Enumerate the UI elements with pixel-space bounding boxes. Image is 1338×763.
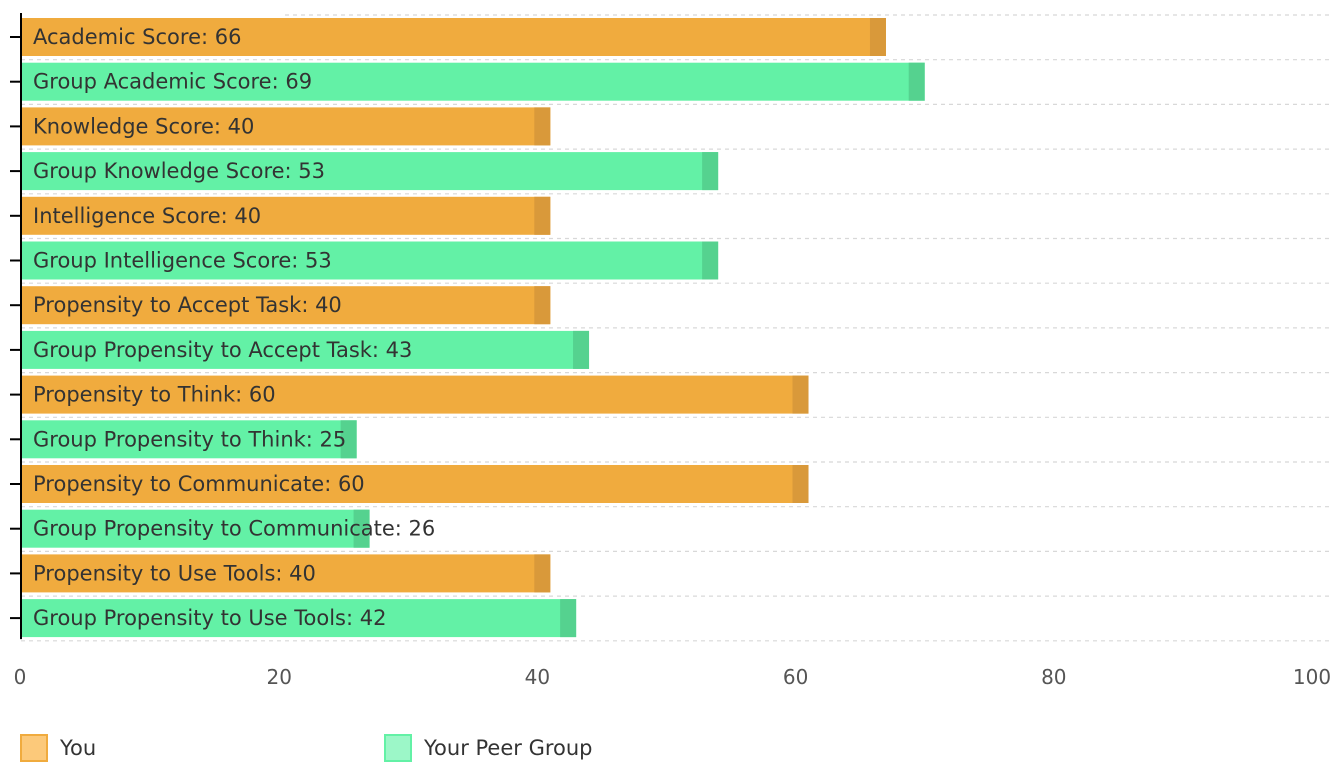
bar-end-cap xyxy=(534,196,551,235)
bar-label: Group Knowledge Score: 53 xyxy=(33,159,325,183)
bar xyxy=(21,330,590,369)
bar-label: Group Intelligence Score: 53 xyxy=(33,249,332,273)
bar-label: Group Propensity to Use Tools: 42 xyxy=(33,606,386,630)
bar xyxy=(21,18,886,56)
bar xyxy=(21,62,925,101)
bar-label: Propensity to Think: 60 xyxy=(33,383,276,407)
bar-label: Group Academic Score: 69 xyxy=(33,70,312,94)
bar-end-cap xyxy=(534,107,551,146)
bar xyxy=(21,599,577,638)
bar xyxy=(21,286,551,325)
x-tick-label: 0 xyxy=(14,665,27,689)
bar-end-cap xyxy=(340,420,357,459)
bar-label: Propensity to Use Tools: 40 xyxy=(33,561,316,585)
bar-end-cap xyxy=(792,375,809,414)
x-tick-label: 20 xyxy=(266,665,291,689)
x-tick-label: 60 xyxy=(783,665,808,689)
bar xyxy=(21,375,809,414)
bar-label: Knowledge Score: 40 xyxy=(33,114,254,138)
bar-end-cap xyxy=(534,554,551,593)
legend: You Your Peer Group xyxy=(0,730,1338,763)
bar-end-cap xyxy=(702,241,719,280)
legend-swatch-you xyxy=(20,734,48,762)
bar-end-cap xyxy=(792,465,809,503)
bar xyxy=(21,554,551,593)
x-tick-label: 40 xyxy=(525,665,550,689)
bar xyxy=(21,509,370,548)
legend-swatch-peer-group xyxy=(384,734,412,762)
bar-end-cap xyxy=(560,599,577,638)
bar-label: Group Propensity to Think: 25 xyxy=(33,427,346,451)
bar-end-cap xyxy=(908,62,925,101)
bar-end-cap xyxy=(573,330,590,369)
bar-label: Group Propensity to Accept Task: 43 xyxy=(33,338,412,362)
bar-label: Academic Score: 66 xyxy=(33,25,241,49)
x-tick-label: 100 xyxy=(1293,665,1331,689)
x-tick-label: 80 xyxy=(1041,665,1066,689)
legend-label-you: You xyxy=(60,736,97,760)
bar-label: Propensity to Communicate: 60 xyxy=(33,472,365,496)
legend-label-peer-group: Your Peer Group xyxy=(424,736,593,760)
bar-end-cap xyxy=(702,152,719,191)
legend-item-peer-group[interactable]: Your Peer Group xyxy=(384,733,593,763)
bar xyxy=(21,241,719,280)
bar-label: Propensity to Accept Task: 40 xyxy=(33,293,342,317)
bar xyxy=(21,420,357,459)
bar-end-cap xyxy=(869,18,886,56)
bar xyxy=(21,152,719,191)
bar xyxy=(21,465,809,503)
bar xyxy=(21,196,551,235)
bar-label: Group Propensity to Communicate: 26 xyxy=(33,517,435,541)
bar xyxy=(21,107,551,146)
legend-item-you[interactable]: You xyxy=(20,733,96,763)
bar-end-cap xyxy=(534,286,551,325)
bar-end-cap xyxy=(353,509,370,548)
bar-chart: Academic Score: 66 Group Academic Score: … xyxy=(10,13,1332,689)
bar-label: Intelligence Score: 40 xyxy=(33,204,261,228)
